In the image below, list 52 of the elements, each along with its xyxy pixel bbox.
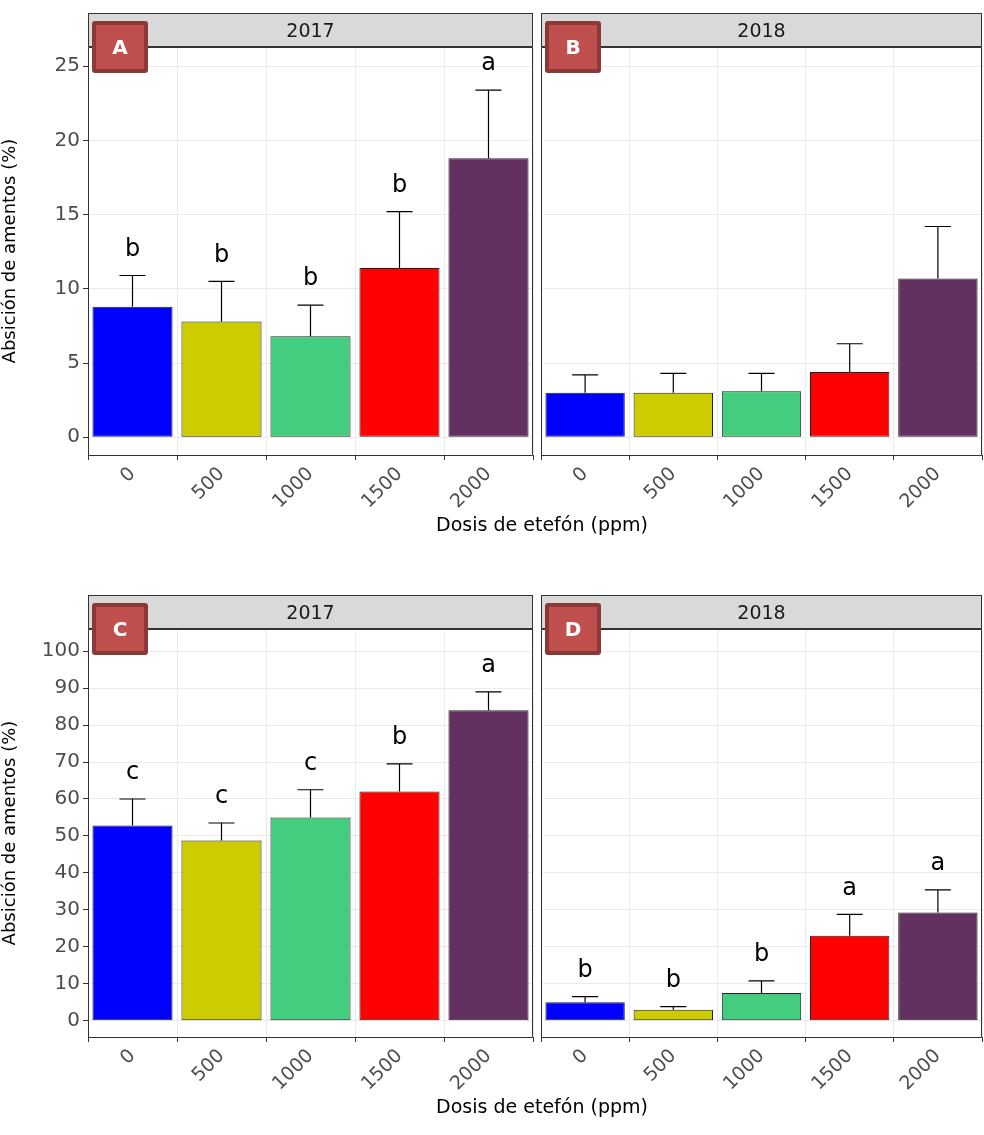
annotation: b (124, 233, 141, 262)
annotation: b (391, 169, 408, 198)
annotation: a (930, 848, 946, 877)
y-tick-label: 100 (41, 637, 80, 662)
annotation: c (303, 748, 318, 776)
y-tick-label: 15 (54, 200, 80, 225)
x-tick-label: 0 (567, 1043, 592, 1068)
annotation: b (391, 722, 408, 751)
y-tick-label: 25 (54, 52, 80, 77)
chart-title: 2018 (737, 601, 786, 623)
x-axis-title: Dosis de etefón (ppm) (435, 513, 649, 535)
annotation: a (481, 650, 496, 679)
y-tick-label: 80 (54, 711, 80, 736)
annotation: A (92, 21, 148, 73)
annotation: b (302, 263, 319, 292)
y-tick-label: 0 (67, 423, 80, 448)
y-tick-label: 20 (54, 933, 80, 958)
annotation: B (545, 21, 601, 73)
y-tick-label: 60 (54, 785, 80, 810)
y-axis-title: Absición de amentos (%) (0, 720, 20, 946)
y-tick-label: 90 (54, 674, 80, 699)
y-tick-label: 50 (54, 822, 80, 847)
y-tick-label: 30 (54, 896, 80, 921)
y-axis-title: Absición de amentos (%) (0, 138, 20, 364)
chart-title: 2017 (286, 601, 335, 623)
annotation: c (125, 757, 140, 786)
x-tick-label: 500 (638, 461, 680, 504)
chart-title: 2017 (286, 19, 335, 41)
y-tick-label: 5 (67, 349, 80, 374)
x-tick-label: 500 (638, 1043, 680, 1086)
y-tick-label: 70 (54, 748, 80, 773)
annotation: D (545, 603, 601, 655)
y-tick-label: 10 (54, 969, 80, 994)
annotation: c (214, 781, 229, 810)
y-tick-label: 20 (54, 126, 80, 151)
x-tick-label: 0 (567, 461, 592, 486)
annotation: a (842, 872, 858, 901)
x-axis-title: Dosis de etefón (ppm) (435, 1095, 649, 1117)
chart-title: 2018 (737, 19, 786, 41)
y-tick-label: 10 (54, 275, 80, 300)
x-tick-label: 500 (186, 1043, 228, 1086)
x-tick-label: 0 (114, 1043, 139, 1068)
x-tick-label: 0 (114, 461, 139, 486)
annotation: a (481, 48, 496, 77)
annotation: b (577, 954, 593, 983)
annotation: C (92, 603, 148, 655)
x-tick-label: 500 (186, 461, 228, 504)
annotation: b (213, 239, 230, 268)
y-tick-label: 0 (67, 1006, 80, 1031)
annotation: b (753, 939, 770, 968)
annotation: b (665, 964, 681, 993)
y-tick-label: 40 (54, 859, 80, 884)
